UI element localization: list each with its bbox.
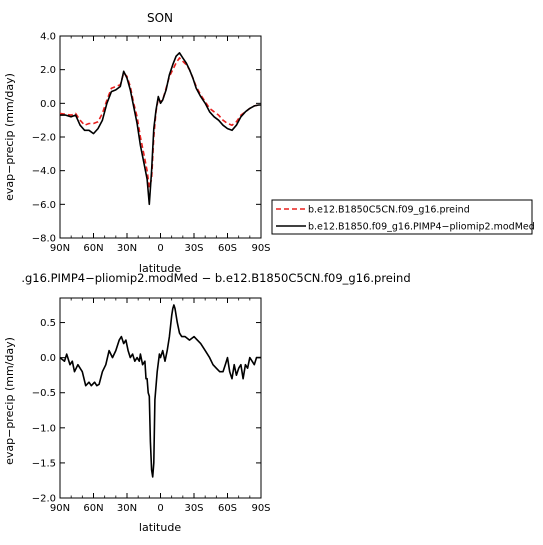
top-plot: 90N 60N 30N 0 30S 60S 90S 4.0 2.0 0.0 −2.0 −4.0 −6.0… — [32, 32, 271, 255]
top-xtick-label: 90S — [251, 243, 270, 254]
top-xlabel: latitude — [139, 262, 181, 275]
legend-label-modmed: b.e12.B1850.f09_g16.PIMP4−pliomip2.modMe… — [308, 222, 535, 233]
bottom-series-line-0 — [59, 304, 261, 478]
bottom-ytick-label: −1.0 — [32, 423, 56, 434]
bottom-ytick-label: −0.5 — [32, 388, 56, 399]
bottom-xlabel: latitude — [139, 521, 181, 534]
bottom-title: .g16.PIMP4−pliomip2.modMed − b.e12.B1850… — [21, 271, 410, 285]
bottom-frame — [59, 297, 262, 499]
top-series-line-1 — [60, 52, 261, 206]
top-ytick-label: −6.0 — [32, 200, 56, 211]
legend-box — [271, 199, 533, 235]
top-xtick-label: 0 — [157, 243, 163, 254]
bottom-ylabel: evap−precip (mm/day) — [3, 337, 16, 465]
bottom-ytick-label: −2.0 — [32, 494, 56, 505]
top-xtick-label: 30S — [184, 243, 203, 254]
top-xtick-label: 90N — [50, 243, 70, 254]
bottom-ytick-label: 0.0 — [40, 353, 56, 364]
bottom-xtick-label: 90S — [251, 503, 270, 514]
bottom-xtick-label: 30N — [117, 503, 137, 514]
top-series-line-0 — [59, 57, 261, 189]
bottom-xtick-label: 60S — [218, 503, 237, 514]
top-ylabel: evap−precip (mm/day) — [3, 73, 16, 201]
bottom-plot: 90N 60N 30N 0 30S 60S 90S 0.5 0.0 −0.5 −1.0 −1.5 −2.… — [32, 297, 271, 514]
legend-label-preind: b.e12.B1850C5CN.f09_g16.preind — [308, 205, 470, 216]
top-xtick-label: 60S — [218, 243, 237, 254]
top-xtick-label: 60N — [83, 243, 103, 254]
top-ytick-label: −4.0 — [32, 166, 56, 177]
bottom-ytick-label: 0.5 — [40, 318, 56, 329]
top-frame — [59, 35, 262, 239]
top-xtick-label: 30N — [117, 243, 137, 254]
legend: b.e12.B1850C5CN.f09_g16.preind b.e12.B18… — [271, 199, 535, 235]
bottom-xtick-label: 30S — [184, 503, 203, 514]
bottom-ytick-label: −1.5 — [32, 458, 56, 469]
top-ytick-label: −2.0 — [32, 133, 56, 144]
top-ytick-label: 0.0 — [40, 99, 56, 110]
bottom-xtick-label: 90N — [50, 503, 70, 514]
top-ytick-label: 4.0 — [40, 32, 56, 43]
top-ytick-label: 2.0 — [40, 65, 56, 76]
bottom-xtick-label: 60N — [83, 503, 103, 514]
top-title: SON — [147, 11, 173, 25]
top-ytick-label: −8.0 — [32, 234, 56, 245]
bottom-xtick-label: 0 — [157, 503, 163, 514]
